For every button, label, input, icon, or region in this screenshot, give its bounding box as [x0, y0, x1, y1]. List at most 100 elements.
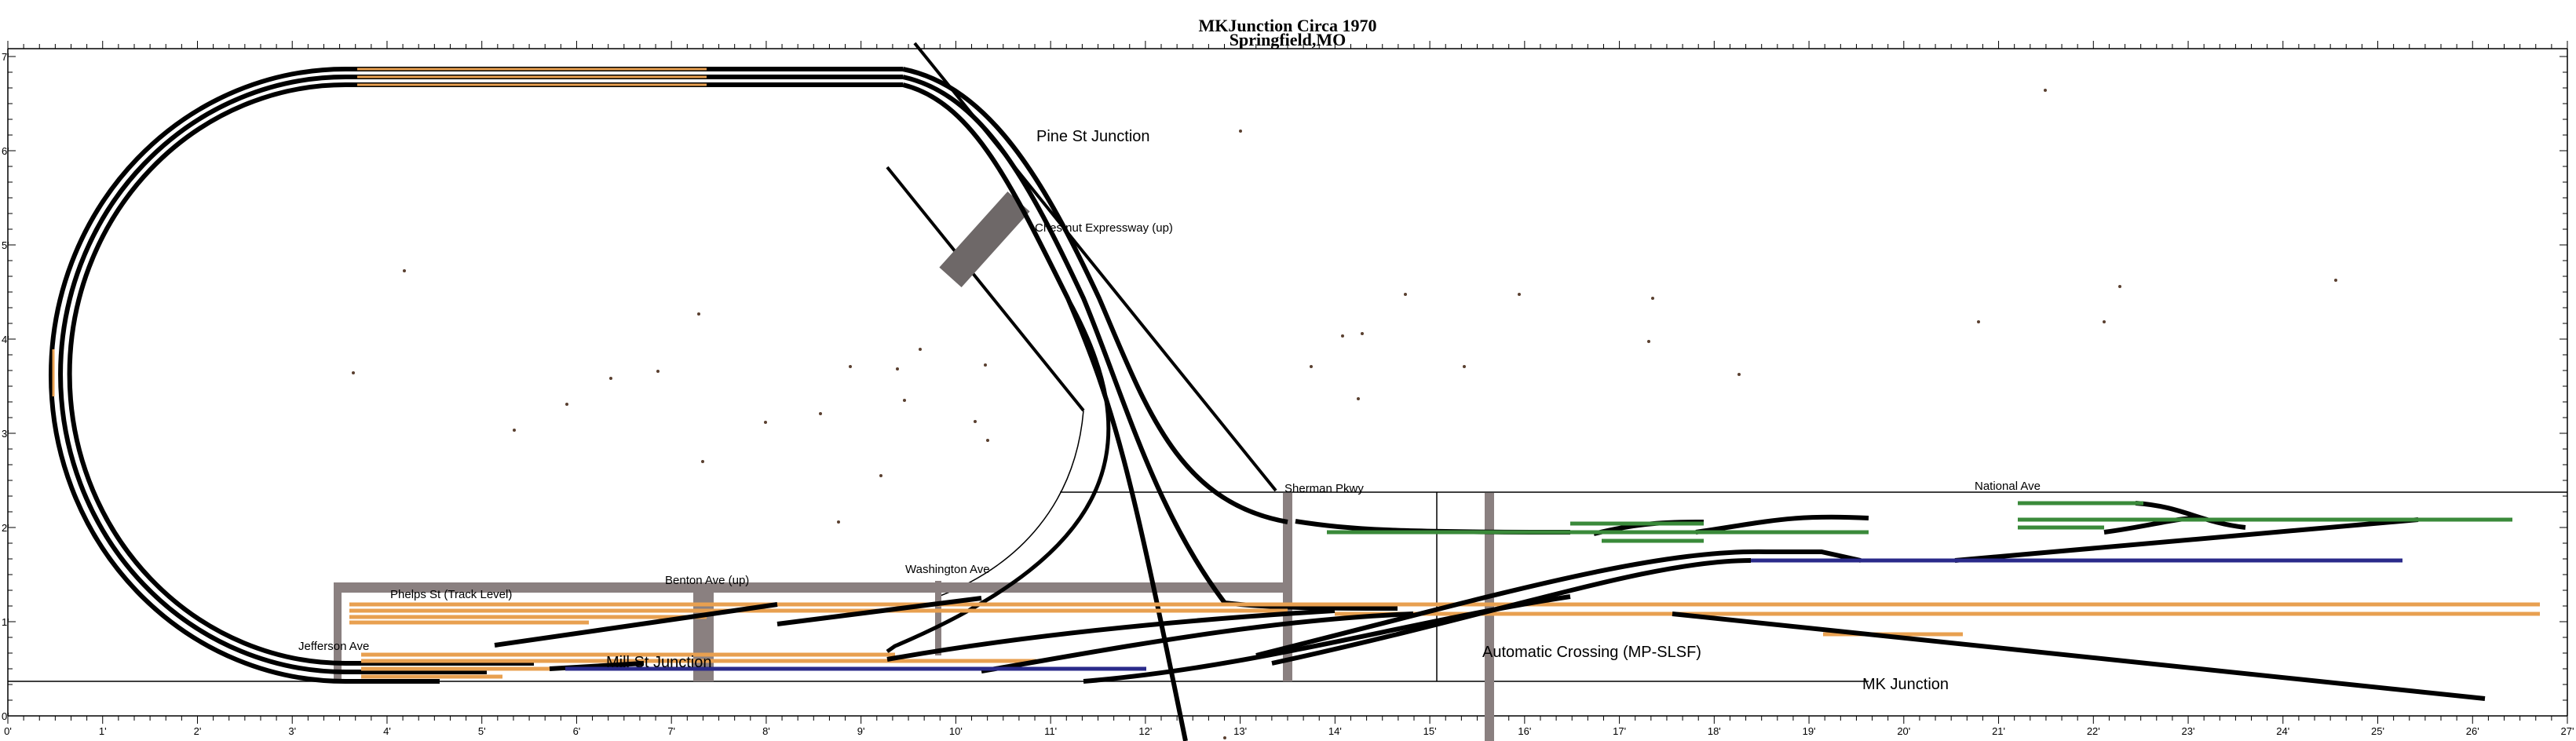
scenery-marker [656, 370, 660, 373]
scenery-marker [879, 474, 882, 477]
scenery-marker [1737, 373, 1741, 376]
ruler-y-label: 7' [2, 51, 9, 63]
scenery-marker [919, 348, 922, 351]
orange-yard [349, 602, 2540, 679]
scenery-marker [1404, 293, 1407, 296]
ruler-x-label: 26' [2466, 725, 2479, 737]
ruler-x-label: 10' [949, 725, 963, 737]
label-national-ave: National Ave [1975, 480, 2041, 493]
track-national-diagonal [1954, 517, 2419, 563]
label-jefferson-ave: Jefferson Ave [298, 640, 369, 653]
chestnut-expressway-bridge [939, 191, 1030, 288]
label-washington-ave: Washington Ave [905, 563, 990, 576]
sherman-pkwy-road [1283, 493, 1292, 681]
label-pine-st-junction: Pine St Junction [1036, 128, 1150, 145]
title-line1: MKJunction Circa 1970 [1199, 16, 1377, 35]
ruler-x-label: 15' [1423, 725, 1437, 737]
track-crossing-lower [1271, 558, 1752, 666]
ruler-x-label: 17' [1613, 725, 1626, 737]
label-mill-st-junction: Mill St Junction [606, 654, 712, 671]
ruler-x-label: 14' [1328, 725, 1342, 737]
label-mk-junction: MK Junction [1862, 676, 1949, 693]
connecting-tracks [494, 501, 2486, 701]
scenery-marker [764, 421, 767, 424]
labels: MKJunction Circa 1970 Springfield,MO Pin… [298, 16, 2041, 693]
ruler-x-label: 2' [194, 725, 202, 737]
scenery-marker [1341, 334, 1344, 338]
ruler-x-label: 4' [383, 725, 391, 737]
ruler-y-label: 5' [2, 239, 9, 251]
loop-highlights [52, 68, 707, 396]
ruler-x-label: 8' [762, 725, 770, 737]
label-benton-ave: Benton Ave (up) [665, 574, 749, 587]
scenery-marker [1463, 365, 1466, 368]
scenery-marker [2044, 89, 2047, 92]
scenery-marker [701, 460, 704, 463]
colored-tracks [565, 501, 2512, 671]
ruler-x-label: 27' [2561, 725, 2574, 737]
track-mk-diagonal [1672, 611, 2486, 701]
label-phelps-st: Phelps St (Track Level) [390, 588, 512, 601]
phelps-st-road [334, 582, 1292, 593]
scenery-marker [837, 520, 840, 524]
scenery-marker [352, 371, 355, 374]
ruler-y-label: 1' [2, 616, 9, 628]
track-pine-outer [902, 67, 1288, 524]
track-wye [886, 297, 1111, 654]
scenery-marker [1651, 297, 1654, 300]
scenery-marker [2118, 285, 2121, 288]
scenery-marker [1977, 320, 1980, 323]
track-green-ladder [2135, 501, 2246, 530]
scenery-marker [2334, 279, 2337, 282]
scenery-marker [513, 429, 516, 432]
track-connector [886, 608, 1336, 662]
track-green-spur [1695, 514, 1869, 535]
ruler-x-label: 1' [99, 725, 107, 737]
ruler-x-label: 5' [478, 725, 486, 737]
ruler-x-label: 3' [288, 725, 296, 737]
ruler-y-label: 3' [2, 428, 9, 440]
track-pine-middle [902, 75, 1398, 611]
ruler-x-label: 21' [1992, 725, 2005, 737]
benton-ave-bridge [693, 593, 714, 681]
road-edge-pine-inner [886, 166, 1085, 412]
ruler-x-label: 9' [857, 725, 865, 737]
scenery-marker [1310, 365, 1313, 368]
ruler-y-label: 0' [2, 710, 9, 722]
ruler-x-label: 24' [2276, 725, 2289, 737]
track-connector [776, 596, 982, 626]
scenery-marker [403, 269, 406, 272]
scenery-marker [1518, 293, 1521, 296]
ruler-x-label: 23' [2182, 725, 2195, 737]
ruler-x-label: 25' [2371, 725, 2384, 737]
ruler-x-label: 13' [1233, 725, 1247, 737]
ruler-x-label: 0' [4, 725, 12, 737]
track-loop-middle [58, 75, 903, 674]
ruler-x-label: 11' [1044, 725, 1057, 737]
track-crossing-long [1083, 594, 1571, 684]
ruler-y-label: 4' [2, 334, 9, 345]
scenery-marker [565, 403, 568, 406]
ruler-x-label: 12' [1138, 725, 1152, 737]
scenery-marker [849, 365, 852, 368]
ruler-x-label: 16' [1518, 725, 1531, 737]
roads [334, 191, 1494, 741]
track-loop-inner [67, 82, 903, 666]
ruler-x-label: 19' [1803, 725, 1816, 737]
rulers: 0' 1' 2' 3' 4' 5' 6' 7' 8' 9' 10' 11' 12' 13' 14' 15' 16… [2, 41, 2574, 737]
track-connector [494, 602, 778, 648]
scenery-marker [1647, 340, 1650, 343]
scenery-marker [984, 363, 987, 367]
scenery-marker [896, 367, 899, 370]
scenery-marker [1223, 736, 1226, 739]
national-ave-road [1485, 493, 1494, 741]
ruler-x-label: 7' [667, 725, 675, 737]
label-automatic-crossing: Automatic Crossing (MP-SLSF) [1482, 644, 1701, 661]
ruler-y-label: 2' [2, 522, 9, 534]
track-loop-outer [49, 67, 903, 684]
ruler-x-label: 6' [573, 725, 581, 737]
scenery-marker [697, 312, 700, 316]
scenery-marker [609, 377, 612, 380]
ruler-x-label: 22' [2087, 725, 2100, 737]
jefferson-ave-road [334, 582, 342, 681]
